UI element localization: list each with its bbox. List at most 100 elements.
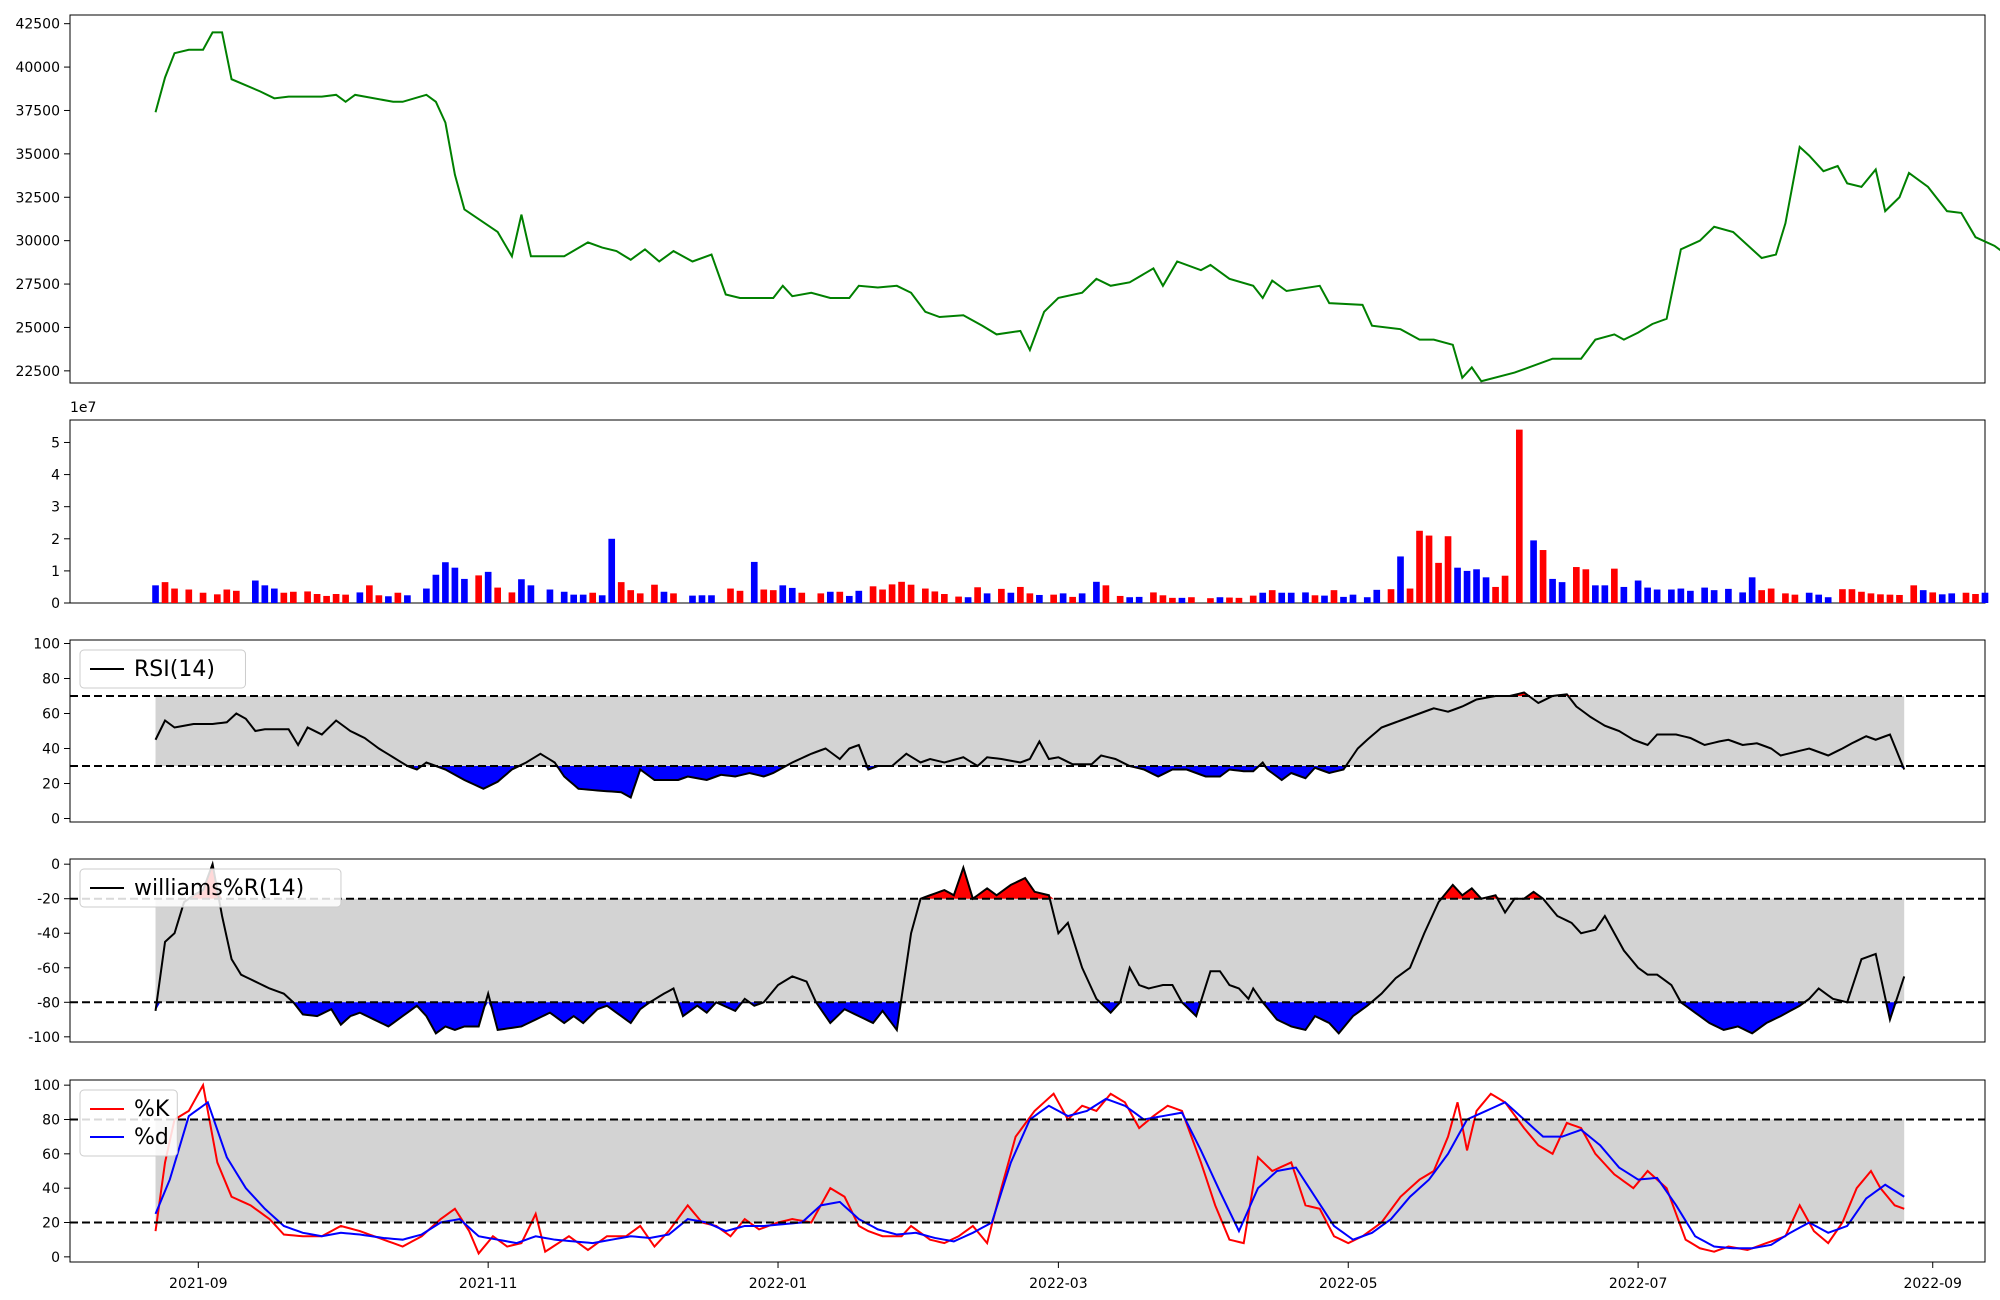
- volume-bar: [955, 596, 962, 603]
- y-tick-label: 0: [51, 812, 60, 828]
- y-tick-label: 40: [42, 1181, 60, 1197]
- x-tick-label: 2021-11: [459, 1276, 518, 1292]
- volume-bar: [1824, 597, 1832, 603]
- volume-bar: [280, 592, 288, 603]
- volume-bar: [494, 587, 501, 603]
- x-tick-label: 2021-09: [169, 1276, 228, 1292]
- volume-bar: [1620, 586, 1628, 603]
- y-tick-label: 100: [33, 1078, 60, 1094]
- volume-bar: [1677, 588, 1685, 603]
- volume-bar: [689, 595, 696, 603]
- volume-bar: [826, 591, 834, 603]
- volume-bar: [1725, 588, 1732, 603]
- y-tick-label: 42500: [15, 17, 60, 33]
- volume-bar: [1302, 592, 1309, 603]
- volume-bar: [974, 587, 981, 603]
- volume-bar: [1634, 580, 1642, 603]
- volume-bar: [1425, 535, 1433, 603]
- stoch-d-line: [154, 1097, 1905, 1250]
- legend-box: [79, 1089, 178, 1157]
- volume-bar: [788, 587, 796, 603]
- volume-bar: [1858, 591, 1865, 603]
- y-tick-label: 32500: [15, 190, 60, 206]
- neutral-band: [155, 1119, 1905, 1223]
- volume-bar: [1216, 597, 1224, 603]
- volume-bar: [213, 594, 221, 603]
- legend: williams%R(14): [79, 868, 342, 908]
- neutral-band: [155, 696, 1905, 766]
- volume-bar: [185, 589, 193, 603]
- y-tick-label: 27500: [15, 277, 60, 293]
- volume-bar: [1558, 582, 1566, 603]
- volume-bar: [546, 589, 554, 603]
- volume-bar: [1910, 585, 1918, 603]
- volume-bar: [1287, 592, 1295, 603]
- y-tick-label: 80: [42, 1112, 60, 1128]
- x-tick-label: 2022-05: [1319, 1276, 1378, 1292]
- x-tick-label: 2022-09: [1903, 1276, 1962, 1292]
- y-tick-label: 20: [42, 1216, 60, 1232]
- volume-bar: [475, 575, 482, 603]
- y-tick-label: -20: [37, 892, 60, 908]
- volume-bar: [1188, 597, 1195, 603]
- volume-bar: [1349, 594, 1357, 603]
- y-tick-label: -60: [37, 961, 60, 977]
- y-tick-label: 60: [42, 707, 60, 723]
- volume-bar: [1150, 592, 1157, 603]
- volume-bar: [1017, 586, 1024, 603]
- volume-bar: [1839, 589, 1846, 603]
- y-tick-label: 2: [51, 532, 60, 548]
- y-offset-label: 1e7: [70, 400, 96, 416]
- volume-bar: [941, 594, 948, 603]
- volume-bar: [750, 561, 758, 603]
- volume-bar: [617, 582, 625, 603]
- volume-bar: [1406, 588, 1414, 603]
- y-tick-label: 22500: [15, 364, 60, 380]
- legend: RSI(14): [79, 649, 246, 689]
- volume-bar: [869, 586, 877, 603]
- legend: %K %d: [79, 1089, 178, 1157]
- volume-bar: [983, 593, 991, 603]
- volume-bar: [404, 595, 411, 603]
- volume-bar: [1093, 581, 1100, 603]
- volume-bar: [223, 589, 231, 603]
- volume-bar: [1739, 592, 1746, 603]
- volume-bar: [964, 597, 972, 603]
- volume-bar: [670, 593, 677, 603]
- volume-bar: [1226, 597, 1233, 603]
- volume-bar: [560, 591, 568, 603]
- volume-bar: [1278, 592, 1286, 603]
- volume-panel: 0 1 2 3 4 5 1e7: [51, 400, 1989, 612]
- volume-bar: [1501, 575, 1509, 603]
- williams-line: [154, 860, 1906, 1035]
- neutral-band: [155, 898, 1905, 1003]
- x-tick-label: 2022-01: [749, 1276, 808, 1292]
- volume-bar: [1102, 585, 1110, 603]
- y-tick-label: 60: [42, 1147, 60, 1163]
- volume-bar: [888, 584, 896, 603]
- volume-bar: [1530, 540, 1537, 603]
- volume-bar: [898, 581, 905, 603]
- volume-bar: [1126, 597, 1133, 603]
- y-tick-label: 1: [51, 564, 60, 580]
- volume-bar: [931, 591, 939, 603]
- y-tick-label: 40000: [15, 60, 60, 76]
- volume-bar: [855, 590, 863, 603]
- volume-bar: [304, 591, 311, 603]
- volume-bar: [1178, 597, 1186, 603]
- y-tick-label: 30000: [15, 234, 60, 250]
- y-tick-label: 37500: [15, 103, 60, 119]
- volume-bar: [1644, 587, 1651, 603]
- volume-bar: [252, 580, 259, 603]
- volume-bar: [1848, 589, 1856, 603]
- volume-bar: [627, 590, 635, 603]
- volume-bar: [271, 588, 278, 603]
- volume-bar: [1592, 585, 1599, 603]
- volume-bar: [1036, 594, 1043, 603]
- volume-bar: [1886, 594, 1894, 603]
- volume-bar: [1444, 536, 1452, 603]
- x-tick-label: 2022-03: [1029, 1276, 1088, 1292]
- volume-bar: [518, 579, 525, 603]
- volume-bar: [461, 578, 468, 603]
- volume-bar: [232, 590, 240, 603]
